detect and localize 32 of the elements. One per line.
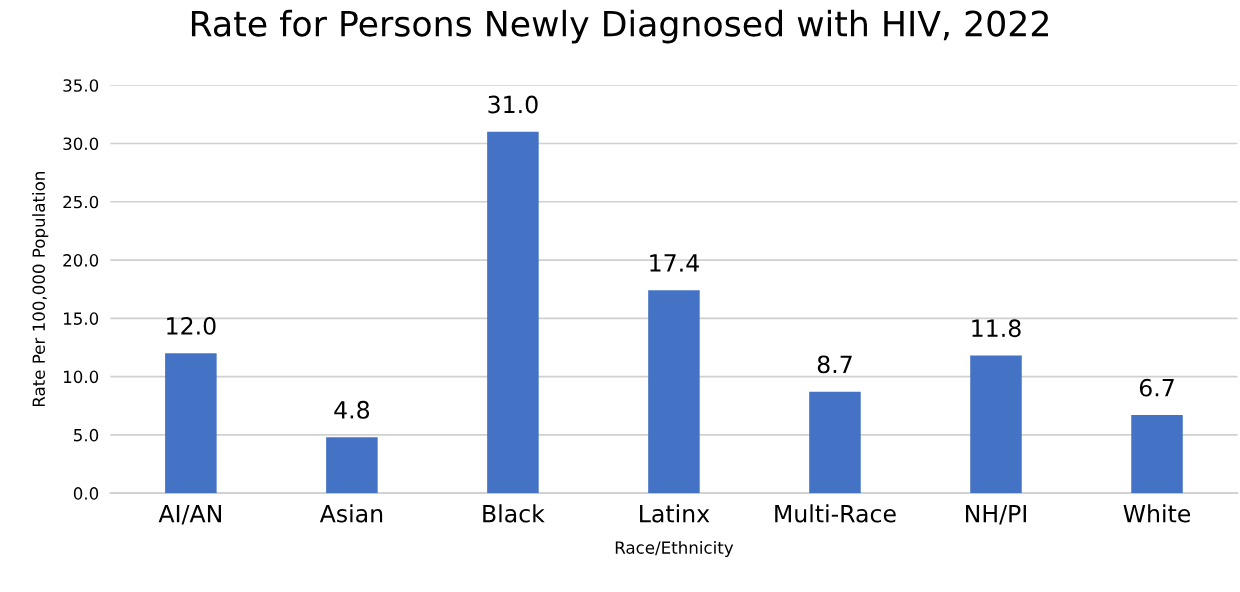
x-axis-title: Race/Ethnicity (615, 540, 734, 558)
chart-title: Rate for Persons Newly Diagnosed with HIV, 2022 (191, 9, 1048, 44)
data-label: 12.0 (167, 316, 216, 335)
data-label: 6.7 (1139, 378, 1174, 397)
y-tick-label: 15.0 (63, 312, 99, 325)
y-tick-label: 5.0 (74, 428, 99, 442)
bar (970, 355, 1022, 494)
bar (165, 353, 217, 494)
y-tick-label: 25.0 (63, 195, 99, 209)
y-tick-label: 0.0 (73, 487, 99, 500)
bar (1131, 415, 1183, 494)
data-label: 31.0 (488, 95, 538, 114)
x-tick-label: Latinx (640, 504, 710, 523)
y-axis-title: Rate Per 100,000 Population (32, 172, 49, 407)
y-tick-label: 20.0 (63, 254, 99, 267)
x-tick-label: White (1123, 504, 1191, 523)
data-label: 4.8 (334, 400, 370, 419)
data-label: 17.4 (650, 254, 699, 272)
x-tick-label: Black (483, 504, 545, 523)
data-label: 11.8 (972, 319, 1021, 338)
bar (648, 290, 700, 494)
data-label: 8.7 (817, 355, 852, 374)
bar (487, 131, 539, 494)
x-tick-label: Asian (319, 504, 383, 523)
x-tick-label: AI/AN (158, 504, 221, 525)
x-tick-label: NH/PI (966, 504, 1026, 525)
y-tick-label: 35.0 (63, 79, 99, 92)
x-tick-label: Multi-Race (775, 504, 896, 523)
y-tick-label: 30.0 (63, 137, 99, 151)
y-tick-label: 10.0 (63, 370, 99, 384)
bar (809, 391, 861, 494)
bar (326, 437, 378, 494)
